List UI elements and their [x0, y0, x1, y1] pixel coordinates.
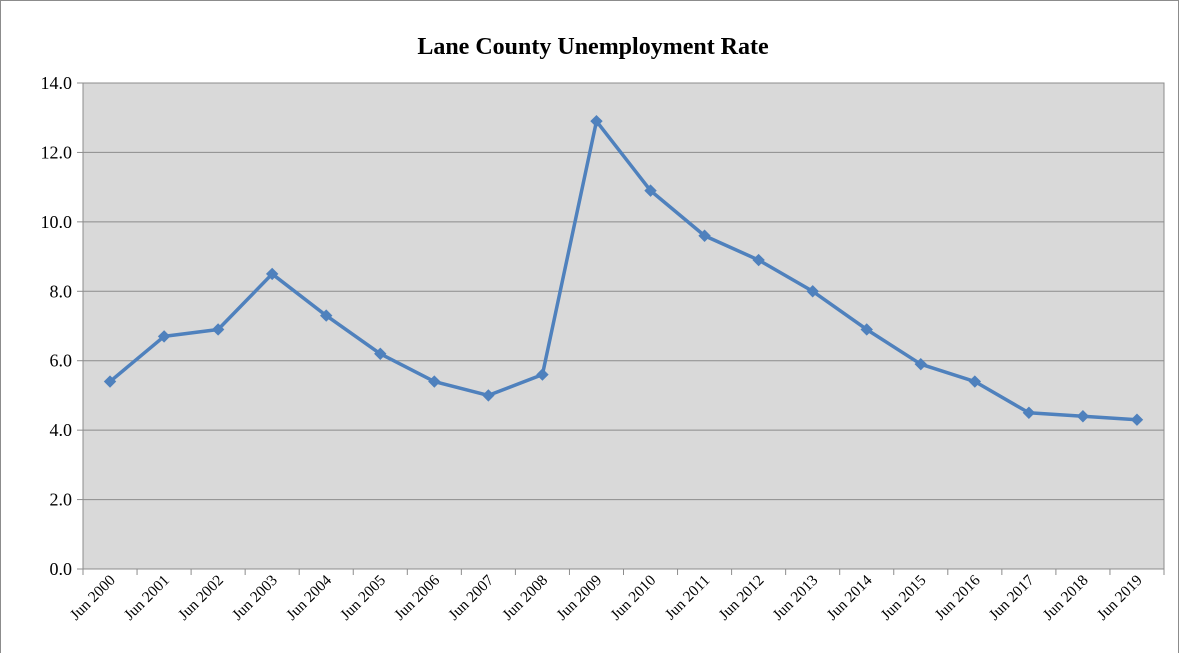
x-tick-label: Jun 2010 — [607, 572, 659, 624]
data-point — [1022, 406, 1036, 419]
x-tick-label: Jun 2001 — [121, 572, 173, 624]
x-tick-label: Jun 2007 — [445, 572, 497, 624]
chart-title: Lane County Unemployment Rate — [417, 34, 769, 60]
x-tick-label: Jun 2009 — [553, 572, 605, 624]
x-tick-label: Jun 2004 — [283, 572, 335, 624]
x-tick-label: Jun 2006 — [391, 572, 443, 624]
gridlines — [83, 82, 1164, 501]
y-tick-label: 12.0 — [41, 142, 73, 162]
data-point — [1130, 413, 1144, 426]
x-tick-label: Jun 2002 — [175, 572, 227, 624]
plot-area — [82, 82, 1165, 570]
x-tick-label: Jun 2018 — [1040, 572, 1092, 624]
data-point — [968, 375, 982, 388]
x-tick-label: Jun 2000 — [67, 572, 119, 624]
data-point — [482, 389, 495, 402]
y-tick-label: 4.0 — [50, 420, 73, 440]
data-point — [1076, 410, 1090, 423]
data-point — [752, 253, 765, 267]
x-tick-label: Jun 2005 — [337, 572, 389, 624]
data-point — [374, 347, 387, 360]
data-point — [536, 368, 549, 381]
data-point — [590, 114, 603, 128]
x-tick-label: Jun 2014 — [824, 572, 876, 624]
data-point — [860, 323, 873, 336]
x-tick-label: Jun 2015 — [878, 572, 930, 624]
data-point — [211, 323, 225, 336]
x-tick-label: Jun 2017 — [986, 572, 1038, 624]
series — [103, 114, 1144, 426]
axes — [77, 82, 1165, 575]
data-point — [320, 309, 333, 322]
x-tick-label: Jun 2008 — [499, 572, 551, 624]
y-tick-label: 14.0 — [41, 73, 73, 93]
data-point — [265, 267, 279, 281]
x-tick-label: Jun 2016 — [932, 572, 984, 624]
y-tick-label: 8.0 — [50, 281, 73, 301]
x-tick-label: Jun 2013 — [770, 572, 822, 624]
x-tick-label: Jun 2003 — [229, 572, 281, 624]
series-line — [108, 119, 1138, 422]
data-point — [698, 229, 711, 242]
data-point — [914, 357, 927, 371]
x-tick-label: Jun 2011 — [662, 572, 714, 624]
x-tick-label: Jun 2012 — [716, 572, 768, 624]
data-point — [428, 375, 441, 388]
data-point — [103, 375, 117, 388]
y-tick-label: 2.0 — [50, 490, 73, 510]
y-tick-label: 0.0 — [50, 559, 73, 579]
data-point — [806, 285, 819, 298]
data-point — [157, 330, 171, 343]
data-point — [644, 184, 657, 197]
x-tick-label: Jun 2019 — [1094, 572, 1146, 624]
y-tick-label: 10.0 — [41, 212, 73, 232]
x-axis-ticks: Jun 2000 Jun 2001 Jun 2002 Jun 2003 Jun 2004… — [67, 572, 1146, 624]
y-tick-label: 6.0 — [50, 351, 73, 371]
y-axis-ticks: 0.0 2.0 4.0 6.0 8.0 10.0 12.0 14.0 — [41, 73, 73, 579]
